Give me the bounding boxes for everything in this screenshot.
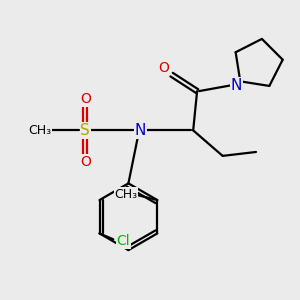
Text: CH₃: CH₃ xyxy=(28,124,52,137)
Text: Cl: Cl xyxy=(116,234,130,248)
Text: N: N xyxy=(231,78,242,93)
Text: O: O xyxy=(158,61,169,75)
Text: O: O xyxy=(80,155,91,169)
Text: N: N xyxy=(134,123,146,138)
Text: CH₃: CH₃ xyxy=(114,188,137,201)
Text: S: S xyxy=(80,123,90,138)
Text: O: O xyxy=(80,92,91,106)
